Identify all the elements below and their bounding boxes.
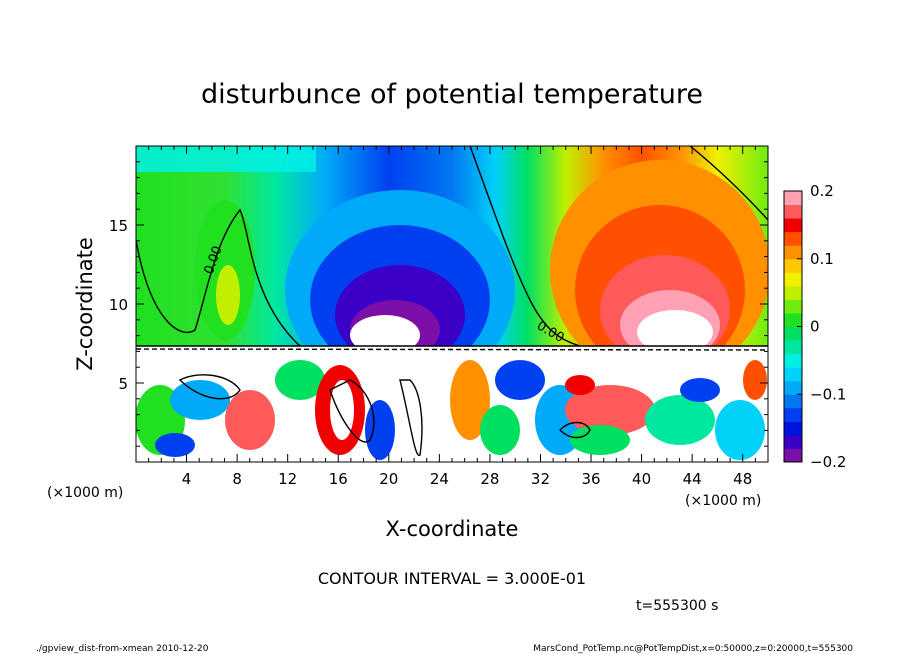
- colorbar-cell: [784, 285, 802, 300]
- colorbar-cell: [784, 258, 802, 273]
- footer-right: MarsCond_PotTemp.nc@PotTempDist,x=0:5000…: [533, 644, 853, 654]
- colorbar-cell: [784, 299, 802, 314]
- x-tick-label: 12: [278, 470, 297, 488]
- lower-turbulence: [136, 360, 767, 460]
- footer-left: ./gpview_dist-from-xmean 2010-12-20: [36, 644, 209, 654]
- x-tick-label: 36: [581, 470, 600, 488]
- y-tick-label: 15: [109, 217, 128, 235]
- x-tick-label: 48: [733, 470, 752, 488]
- colorbar-tick-label: −0.2: [810, 453, 846, 471]
- x-tick-label: 40: [632, 470, 651, 488]
- y-axis-label: Z-coordinate: [73, 237, 97, 371]
- colorbar-tick-label: 0: [810, 318, 820, 336]
- colorbar-cell: [784, 204, 802, 219]
- colorbar-cell: [784, 407, 802, 422]
- colorbar-cell: [784, 231, 802, 246]
- colorbar-cell: [784, 421, 802, 436]
- contour-lines: [136, 146, 768, 456]
- x-tick-label: 16: [329, 470, 348, 488]
- x-tick-label: 28: [480, 470, 499, 488]
- contour-interval: CONTOUR INTERVAL = 3.000E-01: [318, 569, 586, 588]
- chart-title: disturbunce of potential temperature: [201, 79, 703, 110]
- y-axis: 5 10 15: [109, 161, 768, 447]
- colorbar-cell: [784, 191, 802, 206]
- colorbar-cell: [784, 353, 802, 368]
- x-axis: 4 8 12 16 20 24 28 32 36 40 44 48: [148, 146, 756, 488]
- x-tick-label: 8: [232, 470, 242, 488]
- colorbar-cell: [784, 380, 802, 395]
- time-label: t=555300 s: [636, 598, 718, 614]
- colorbar-cell: [784, 367, 802, 382]
- colorbar-cell: [784, 340, 802, 355]
- colorbar-tick-label: 0.2: [810, 182, 834, 200]
- y-tick-label: 5: [118, 375, 128, 393]
- colorbar-cell: [784, 394, 802, 409]
- colorbar-cell: [784, 312, 802, 327]
- colorbar-cell: [784, 326, 802, 341]
- colorbar-cell: [784, 218, 802, 233]
- positive-lobe-white: [637, 310, 713, 354]
- x-tick-label: 20: [379, 470, 398, 488]
- colorbar-tick-label: −0.1: [810, 385, 846, 403]
- y-tick-label: 10: [109, 296, 128, 314]
- negative-lobe-white: [350, 315, 420, 355]
- colorbar-tick-label: 0.1: [810, 250, 834, 268]
- colorbar: [783, 190, 803, 463]
- x-tick-label: 32: [531, 470, 550, 488]
- plot-area: [136, 146, 768, 462]
- colorbar-cell: [784, 448, 802, 463]
- x-tick-label: 24: [430, 470, 449, 488]
- colorbar-cell: [784, 272, 802, 287]
- x-tick-label: 4: [182, 470, 192, 488]
- colorbar-ticks: 0.2 0.1 0 −0.1 −0.2: [797, 182, 846, 471]
- x-tick-label: 44: [683, 470, 702, 488]
- x-unit-right: (×1000 m): [685, 493, 761, 509]
- colorbar-cell: [784, 245, 802, 260]
- upper-cyan-band: [136, 146, 316, 172]
- left-yellow-plume: [216, 265, 240, 325]
- x-unit-left: (×1000 m): [47, 485, 123, 501]
- colorbar-cell: [784, 434, 802, 449]
- x-axis-label: X-coordinate: [386, 517, 519, 541]
